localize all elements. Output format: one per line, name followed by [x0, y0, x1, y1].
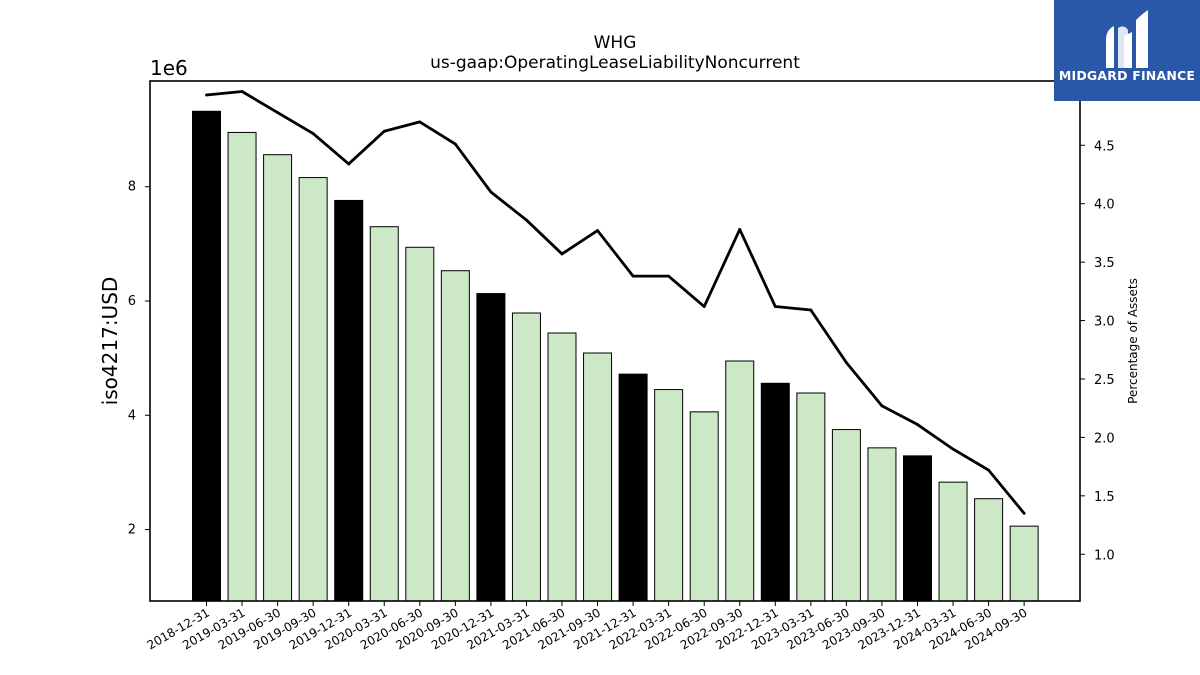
chart-title: WHG: [594, 33, 637, 53]
line-point-2023-12-31: [916, 423, 919, 426]
bar-2020-06-30: [405, 246, 435, 602]
line-point-2023-09-30: [880, 404, 884, 408]
bar-2021-03-31: [511, 312, 541, 602]
y-axis-label: iso4217:USD: [98, 277, 122, 406]
chart-subtitle: us-gaap:OperatingLeaseLiabilityNoncurren…: [430, 53, 800, 73]
midgard-finance-logo: MIDGARD FINANCE: [1054, 0, 1200, 101]
y2-tick-label: 4.5: [1094, 139, 1115, 154]
line-point-2024-09-30: [1022, 511, 1026, 515]
bar-2024-06-30: [974, 498, 1004, 602]
bar-2020-09-30: [440, 270, 470, 602]
bar-2022-06-30: [689, 411, 719, 602]
bar-2024-03-31: [938, 481, 968, 602]
line-point-2023-06-30: [845, 361, 848, 365]
line-point-2022-12-31: [773, 305, 777, 308]
bar-2020-03-31: [369, 226, 399, 602]
y-tick-label: 4: [128, 408, 136, 423]
y2-tick-label: 1.0: [1094, 548, 1115, 563]
line-point-2022-06-30: [702, 305, 706, 308]
bar-2022-12-31: [760, 382, 790, 602]
y2-tick-label: 2.0: [1094, 431, 1115, 446]
y2-tick-label: 2.5: [1094, 373, 1115, 388]
bar-2023-03-31: [796, 392, 826, 602]
y2-tick-label: 3.5: [1094, 256, 1115, 271]
line-point-2019-06-30: [276, 111, 279, 114]
line-point-2021-03-31: [525, 218, 528, 222]
bar-2019-06-30: [263, 154, 293, 602]
y-tick-label: 8: [128, 180, 136, 195]
bar-2024-09-30: [1009, 525, 1039, 602]
bar-2022-03-31: [654, 389, 684, 602]
line-point-2024-06-30: [987, 468, 990, 472]
plot-frame: [149, 80, 1081, 602]
y-offset-label: 1e6: [150, 56, 188, 80]
y-tick-label: 2: [128, 523, 136, 538]
percentage-line: [206, 90, 1026, 515]
y2-axis-label: Percentage of Assets: [1126, 278, 1140, 404]
line-point-2024-03-31: [951, 447, 955, 451]
bar-2023-12-31: [903, 455, 932, 602]
logo-mark-icon: [1106, 10, 1148, 68]
line-point-2022-03-31: [667, 274, 671, 278]
y-tick-label: 6: [128, 294, 136, 309]
line-group: [205, 90, 1026, 515]
bars-group: [192, 110, 1039, 602]
bar-2019-12-31: [334, 199, 364, 602]
line-point-2020-06-30: [418, 120, 422, 124]
bar-2022-09-30: [725, 360, 755, 602]
y2-tick-label: 3.0: [1094, 315, 1115, 330]
line-point-2021-12-31: [631, 274, 635, 278]
line-point-2021-06-30: [560, 252, 564, 256]
bar-2020-12-31: [476, 293, 506, 602]
line-point-2021-09-30: [596, 229, 599, 232]
bar-2019-03-31: [227, 131, 257, 602]
line-point-2019-03-31: [240, 90, 244, 93]
line-point-2020-12-31: [489, 190, 493, 194]
line-point-2020-03-31: [382, 129, 386, 133]
line-point-2018-12-31: [205, 93, 208, 97]
logo-text: MIDGARD FINANCE: [1058, 68, 1196, 83]
bar-2021-06-30: [547, 332, 577, 602]
line-point-2023-03-31: [809, 308, 813, 312]
line-point-2022-09-30: [738, 228, 742, 231]
bar-2018-12-31: [192, 110, 221, 602]
y2-tick-label: 1.5: [1094, 490, 1115, 505]
bar-2021-09-30: [583, 352, 613, 602]
y2-tick-label: 4.0: [1094, 198, 1115, 213]
bar-2023-09-30: [867, 447, 897, 602]
line-point-2019-12-31: [347, 162, 351, 166]
line-point-2019-09-30: [311, 132, 315, 135]
bar-2023-06-30: [831, 429, 861, 602]
line-point-2020-09-30: [453, 142, 457, 146]
bar-2021-12-31: [618, 373, 648, 602]
bar-2019-09-30: [298, 177, 328, 602]
